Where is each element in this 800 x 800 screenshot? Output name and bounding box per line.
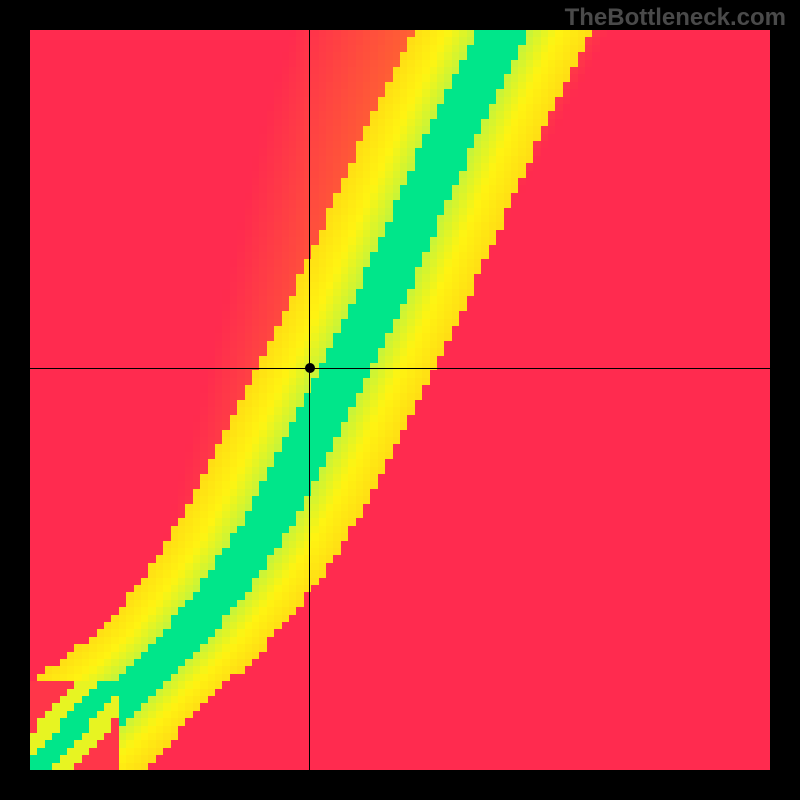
plot-area (30, 30, 770, 770)
crosshair-dot (305, 363, 315, 373)
crosshair-vertical (309, 30, 310, 770)
crosshair-horizontal (30, 368, 770, 369)
watermark-text: TheBottleneck.com (565, 4, 786, 32)
chart-container: TheBottleneck.com (0, 0, 800, 800)
heatmap-canvas (30, 30, 770, 770)
